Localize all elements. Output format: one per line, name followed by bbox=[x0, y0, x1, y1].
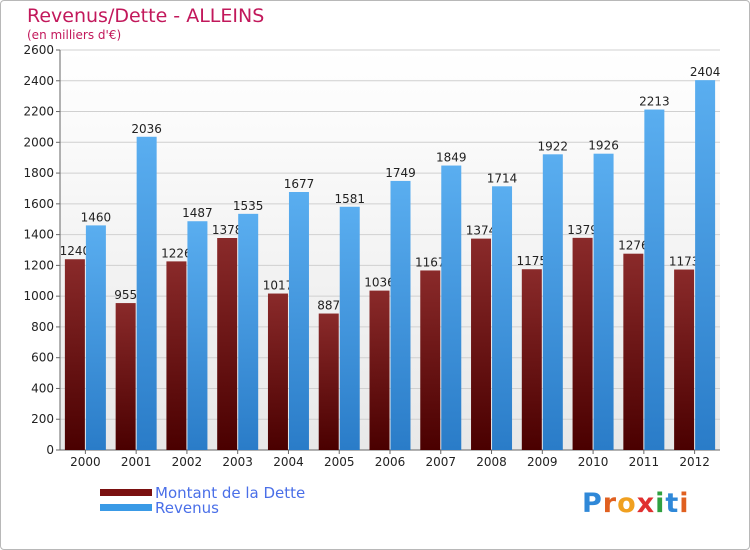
bar-dette bbox=[369, 290, 390, 450]
y-tick-label: 1800 bbox=[23, 166, 54, 180]
y-tick-label: 2600 bbox=[23, 43, 54, 57]
bar-revenus bbox=[288, 192, 309, 450]
x-tick-label: 2000 bbox=[70, 455, 101, 469]
data-label-dette: 1167 bbox=[415, 255, 446, 269]
data-label-revenus: 1749 bbox=[385, 166, 416, 180]
bar-dette bbox=[572, 237, 593, 450]
bar-dette bbox=[420, 270, 441, 450]
data-label-revenus: 2404 bbox=[690, 65, 721, 79]
legend-label-dette: Montant de la Dette bbox=[155, 484, 306, 502]
data-label-revenus: 1714 bbox=[487, 171, 518, 185]
logo-letter: o bbox=[617, 488, 637, 519]
legend-swatch-dette bbox=[100, 489, 152, 496]
logo-letter: P bbox=[582, 488, 603, 519]
y-tick-label: 2400 bbox=[23, 74, 54, 88]
chart-subtitle: (en milliers d'€) bbox=[27, 28, 122, 42]
x-tick-label: 2008 bbox=[476, 455, 507, 469]
data-label-dette: 1175 bbox=[517, 254, 548, 268]
data-label-revenus: 1849 bbox=[436, 151, 467, 165]
logo-letter: i bbox=[655, 488, 666, 519]
bar-revenus bbox=[593, 153, 614, 450]
x-tick-label: 2002 bbox=[172, 455, 203, 469]
y-tick-label: 1400 bbox=[23, 228, 54, 242]
data-label-revenus: 1926 bbox=[588, 139, 619, 153]
legend-label-revenus: Revenus bbox=[155, 499, 219, 517]
bar-revenus bbox=[644, 109, 665, 451]
bar-dette bbox=[217, 238, 238, 450]
bar-dette bbox=[115, 303, 136, 450]
y-tick-label: 400 bbox=[31, 381, 54, 395]
bar-revenus bbox=[339, 206, 360, 450]
data-label-revenus: 1581 bbox=[334, 192, 365, 206]
y-tick-label: 0 bbox=[46, 443, 54, 457]
data-label-dette: 1276 bbox=[618, 239, 649, 253]
bar-dette bbox=[521, 269, 542, 450]
bar-revenus bbox=[542, 154, 563, 451]
chart-title: Revenus/Dette - ALLEINS bbox=[27, 5, 265, 27]
bar-revenus bbox=[238, 213, 259, 450]
proxiti-logo: Proxiti bbox=[582, 488, 690, 519]
logo-letter: t bbox=[665, 488, 680, 519]
data-label-dette: 1173 bbox=[669, 255, 700, 269]
x-tick-label: 2004 bbox=[273, 455, 304, 469]
bar-dette bbox=[64, 259, 85, 450]
y-tick-label: 800 bbox=[31, 320, 54, 334]
bar-dette bbox=[267, 293, 288, 450]
y-tick-label: 1000 bbox=[23, 289, 54, 303]
x-tick-label: 2012 bbox=[679, 455, 710, 469]
logo-letter: x bbox=[636, 488, 656, 519]
data-label-revenus: 2036 bbox=[131, 122, 162, 136]
data-label-revenus: 1922 bbox=[538, 139, 569, 153]
logo-letter: i bbox=[679, 488, 690, 519]
data-label-dette: 887 bbox=[317, 299, 340, 313]
bar-dette bbox=[318, 313, 339, 450]
data-label-revenus: 1535 bbox=[233, 199, 264, 213]
y-tick-label: 200 bbox=[31, 412, 54, 426]
x-tick-label: 2011 bbox=[629, 455, 660, 469]
bar-revenus bbox=[85, 225, 106, 450]
x-tick-label: 2001 bbox=[121, 455, 152, 469]
data-label-revenus: 2213 bbox=[639, 95, 670, 109]
data-label-revenus: 1677 bbox=[284, 177, 315, 191]
bar-revenus bbox=[390, 180, 411, 450]
y-tick-label: 1200 bbox=[23, 258, 54, 272]
x-tick-label: 2005 bbox=[324, 455, 355, 469]
data-label-dette: 1240 bbox=[60, 244, 91, 258]
data-label-revenus: 1460 bbox=[81, 210, 112, 224]
y-tick-label: 1600 bbox=[23, 197, 54, 211]
x-tick-label: 2007 bbox=[425, 455, 456, 469]
data-label-dette: 955 bbox=[114, 288, 137, 302]
y-tick-label: 2000 bbox=[23, 135, 54, 149]
bar-revenus bbox=[441, 165, 462, 451]
bar-revenus bbox=[492, 186, 513, 451]
logo-letter: r bbox=[602, 488, 618, 519]
legend-swatch-revenus bbox=[100, 504, 152, 511]
bar-dette bbox=[674, 269, 695, 450]
bar-dette bbox=[166, 261, 187, 450]
data-label-dette: 1226 bbox=[161, 246, 192, 260]
x-tick-label: 2009 bbox=[527, 455, 558, 469]
data-label-dette: 1379 bbox=[567, 223, 598, 237]
x-tick-label: 2010 bbox=[578, 455, 609, 469]
y-tick-label: 2200 bbox=[23, 105, 54, 119]
bar-revenus bbox=[695, 80, 716, 451]
data-label-dette: 1036 bbox=[364, 276, 395, 290]
y-tick-label: 600 bbox=[31, 351, 54, 365]
data-label-dette: 1374 bbox=[466, 224, 497, 238]
x-tick-label: 2003 bbox=[222, 455, 253, 469]
bar-dette bbox=[623, 253, 644, 450]
data-label-revenus: 1487 bbox=[182, 206, 213, 220]
data-label-dette: 1017 bbox=[263, 279, 294, 293]
bar-revenus bbox=[187, 221, 208, 450]
x-tick-label: 2006 bbox=[375, 455, 406, 469]
bar-revenus bbox=[136, 136, 157, 450]
data-label-dette: 1378 bbox=[212, 223, 243, 237]
bar-dette bbox=[471, 238, 492, 450]
